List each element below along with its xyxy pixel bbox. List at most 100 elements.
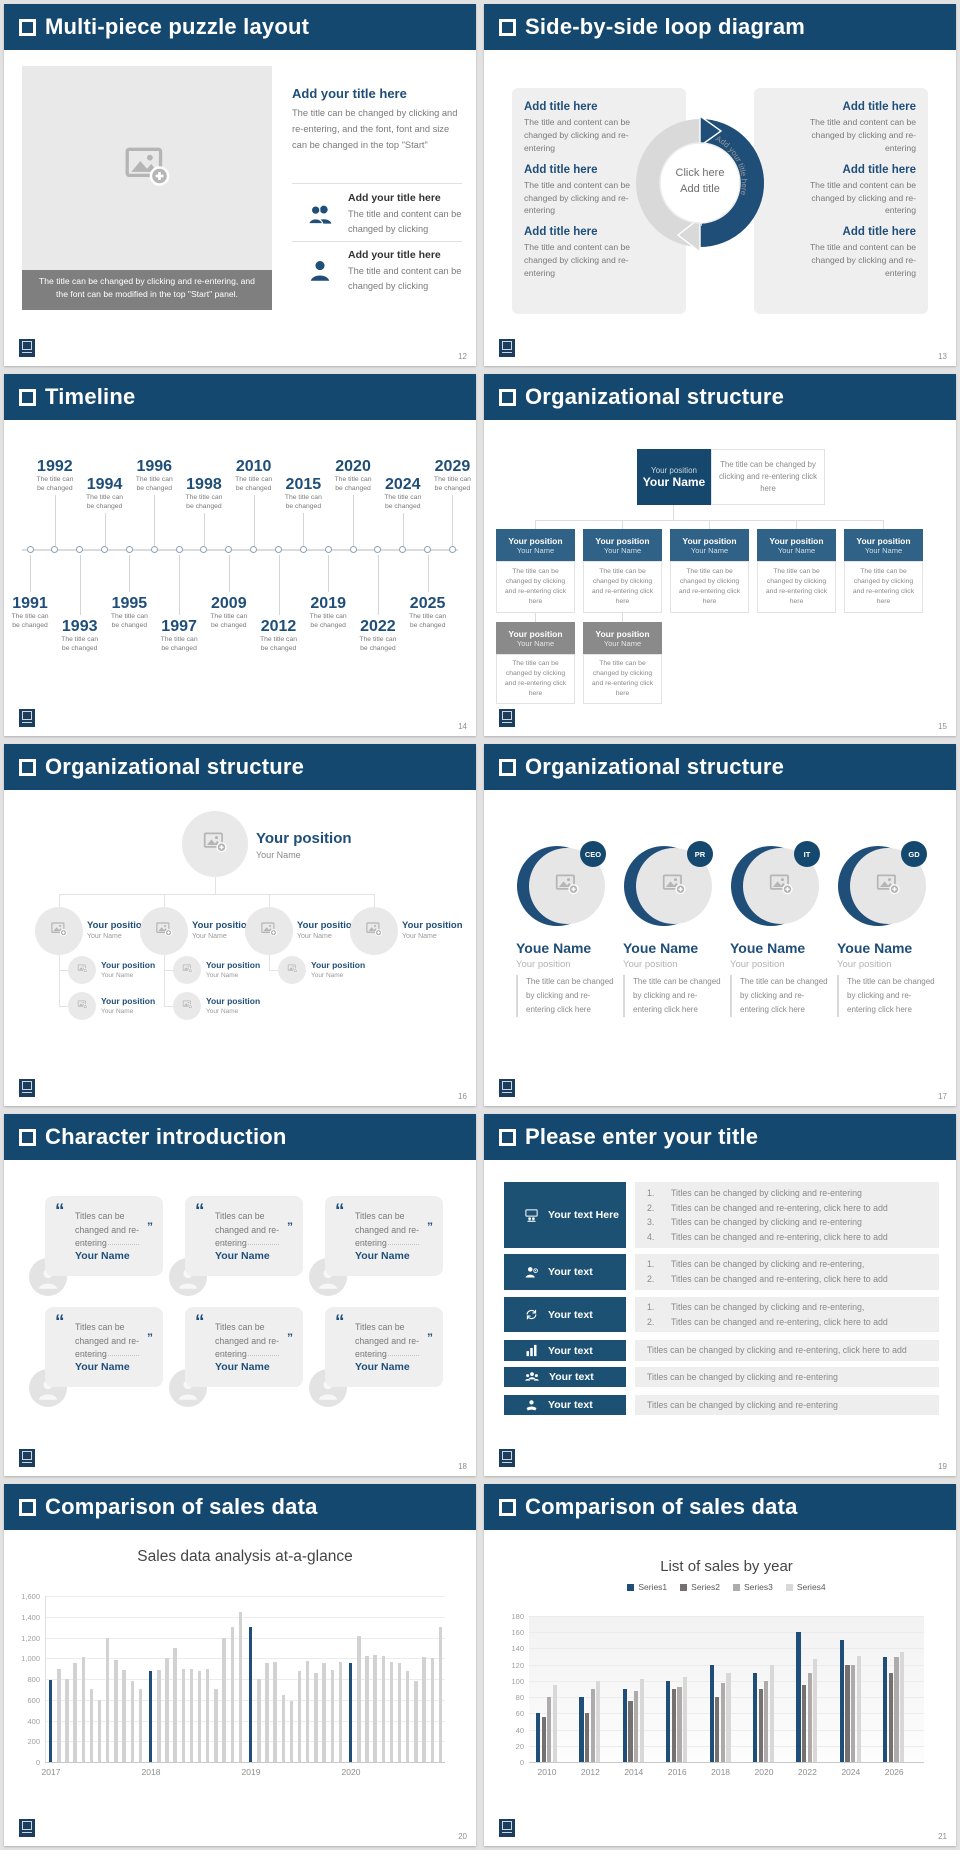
org-mid-name: Your Name	[402, 933, 437, 940]
org-mid-position: Your position	[192, 920, 253, 931]
slide-thumbnail-17[interactable]: Organizational structure CEO Youe Name You…	[484, 744, 956, 1106]
timeline-caption: The title can be changed	[384, 494, 422, 510]
slide-title-bar: Character introduction	[4, 1114, 476, 1160]
timeline-label: 1994 The title can be changed	[75, 476, 135, 512]
bar	[622, 1689, 628, 1762]
bar	[536, 1713, 541, 1762]
bar	[122, 1669, 126, 1762]
timeline-caption: The title can be changed	[433, 476, 471, 492]
person-note: The title can be changed by clicking and…	[516, 975, 614, 1017]
item-text: The title and content can be changed by …	[348, 266, 462, 291]
y-axis-tick: 140	[511, 1644, 524, 1654]
bar	[585, 1713, 590, 1762]
timeline-caption: The title can be changed	[11, 613, 49, 629]
slide-title: Multi-piece puzzle layout	[45, 14, 310, 39]
bar	[149, 1670, 153, 1762]
bar	[807, 1672, 812, 1762]
photo-circle	[278, 956, 306, 984]
bar	[273, 1662, 277, 1762]
photo-circle	[173, 992, 201, 1020]
university-logo	[19, 339, 35, 357]
image-placeholder-icon	[77, 961, 88, 979]
org-sub-position: Your position	[101, 960, 156, 970]
slide-thumbnail-21[interactable]: Comparison of sales data List of sales b…	[484, 1484, 956, 1846]
bar	[628, 1701, 633, 1762]
panel-line: Titles can be changed and re-entering, c…	[671, 1274, 888, 1284]
quote-close-icon: ”	[427, 1331, 433, 1345]
timeline-label: 2015 The title can be changed	[273, 476, 333, 512]
bar	[49, 1680, 53, 1762]
org-sub-position: Your position	[206, 960, 261, 970]
dotted-divider	[75, 1244, 139, 1245]
slide-thumbnail-16[interactable]: Organizational structure Your position Yo…	[4, 744, 476, 1106]
timeline-label: 2010 The title can be changed	[224, 458, 284, 494]
quote-text: Titles can be changed and re-entering	[75, 1322, 140, 1360]
panel-line: Titles can be changed and re-entering, c…	[671, 1231, 888, 1242]
org-col-name: Your Name	[516, 545, 555, 555]
panel-item-title: Add title here	[842, 163, 916, 176]
slide-thumbnail-13[interactable]: Side-by-side loop diagram Add title here…	[484, 4, 956, 366]
connector-line	[215, 877, 216, 894]
timeline-label: 1993 The title can be changed	[50, 618, 110, 654]
slide-title: Side-by-side loop diagram	[525, 14, 806, 39]
university-logo	[499, 1819, 515, 1837]
y-axis-tick: 400	[27, 1716, 40, 1726]
page-number: 13	[938, 352, 947, 361]
person-position: Your position	[837, 959, 892, 970]
divider	[292, 183, 462, 184]
org-root-position: Your position	[651, 465, 697, 475]
org-col-note: The title can be changed by clicking and…	[670, 561, 749, 613]
org-sub-position: Your position	[206, 996, 261, 1006]
timeline-dot	[424, 546, 432, 553]
timeline-dot	[299, 546, 307, 553]
page-number: 18	[458, 1462, 467, 1471]
timeline-label: 2029 The title can be changed	[422, 458, 476, 494]
x-axis-tick: 2012	[580, 1767, 600, 1777]
org-col-note: The title can be changed by clicking and…	[844, 561, 923, 613]
y-axis-tick: 1,200	[21, 1633, 40, 1643]
slide-title-bar: Please enter your title	[484, 1114, 956, 1160]
timeline-caption: The title can be changed	[235, 476, 273, 492]
bar	[726, 1672, 731, 1762]
slide-thumbnail-14[interactable]: Timeline 1991 The title can be changed 1992…	[4, 374, 476, 736]
button-label: Your text	[548, 1308, 593, 1321]
slide-thumbnail-15[interactable]: Organizational structure Your position Yo…	[484, 374, 956, 736]
person-name: Youe Name	[516, 940, 592, 956]
bar	[900, 1651, 905, 1762]
gridline	[45, 1699, 445, 1701]
org-sub-name: Your Name	[101, 1008, 134, 1015]
slide-thumbnail-20[interactable]: Comparison of sales data Sales data anal…	[4, 1484, 476, 1846]
slide-thumbnail-19[interactable]: Please enter your title Your text Here 1.…	[484, 1114, 956, 1476]
timeline-stem	[54, 495, 56, 546]
list-row-panel: Titles can be changed by clicking and re…	[635, 1340, 939, 1361]
timeline-caption: The title can be changed	[110, 613, 148, 629]
y-axis-tick: 100	[511, 1676, 524, 1686]
timeline-caption: The title can be changed	[259, 636, 298, 652]
connector-line	[269, 894, 270, 907]
timeline-year: 1997	[161, 618, 197, 635]
org-col-header: Your position Your Name	[583, 529, 662, 561]
quote-text: Titles can be changed and re-entering	[215, 1211, 280, 1249]
bar	[541, 1717, 546, 1762]
timeline-label: 1998 The title can be changed	[174, 476, 234, 512]
org-root-name: Your Name	[256, 850, 301, 860]
button-label: Your text	[548, 1344, 593, 1357]
panel-item-title: Add title here	[524, 163, 598, 176]
quote-card: “ Titles can be changed and re-entering ” Y…	[325, 1307, 443, 1387]
gridline	[45, 1741, 445, 1743]
photo-circle	[245, 907, 293, 955]
timeline-caption: The title can be changed	[409, 613, 447, 629]
photo-circle	[68, 992, 96, 1020]
timeline-stem	[452, 495, 454, 546]
timeline-year: 2020	[335, 458, 371, 475]
timeline-year: 1994	[86, 476, 123, 493]
timeline-caption: The title can be changed	[210, 613, 248, 629]
slide-title: Character introduction	[45, 1124, 287, 1149]
org-sub-position: Your position	[311, 960, 366, 970]
bar	[173, 1647, 177, 1762]
slide-thumbnail-18[interactable]: Character introduction “ Titles can be ch…	[4, 1114, 476, 1476]
slide-thumbnail-12[interactable]: Multi-piece puzzle layout The title can …	[4, 4, 476, 366]
timeline: 1991 The title can be changed 1992 The title…	[4, 374, 476, 736]
panel-item-text: The title and content can be changed by …	[524, 117, 631, 153]
quote-name: Your Name	[75, 1250, 130, 1262]
